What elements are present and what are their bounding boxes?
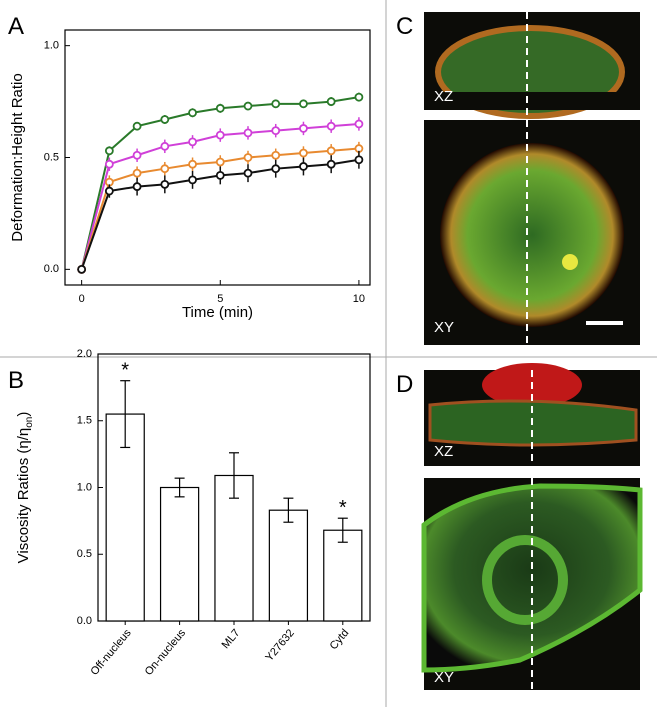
data-point <box>215 170 225 180</box>
y-tick-label: 1.5 <box>77 415 92 427</box>
data-point <box>160 115 170 124</box>
y-axis-label: Deformation:Height Ratio <box>9 73 26 241</box>
y-tick-label: 1.0 <box>77 481 92 493</box>
data-point <box>326 146 336 156</box>
data-point <box>104 146 114 156</box>
data-point <box>104 159 114 169</box>
y-tick-label: 0.0 <box>77 615 92 627</box>
data-point <box>77 264 87 274</box>
y-axis-label-part: on <box>24 417 35 428</box>
panel-label: D <box>396 371 413 398</box>
data-point <box>160 179 170 189</box>
data-point <box>160 141 170 151</box>
y-tick-label: 1.0 <box>44 40 59 52</box>
data-point <box>160 164 170 174</box>
data-point <box>299 124 308 133</box>
x-tick-label: 0 <box>79 293 85 305</box>
micrograph-c-xz: XZ <box>424 12 640 119</box>
data-point <box>132 150 142 160</box>
annotation: * <box>339 497 347 519</box>
x-tick-label: 5 <box>217 293 223 305</box>
y-tick-label: 2.0 <box>77 348 92 360</box>
data-point <box>271 150 281 160</box>
data-point <box>215 130 225 140</box>
data-point <box>104 186 114 196</box>
nucleus <box>482 535 568 625</box>
data-point <box>243 168 253 178</box>
data-point <box>326 159 336 169</box>
data-point <box>299 162 308 171</box>
annotation: * <box>121 360 129 382</box>
data-point <box>354 155 364 165</box>
data-point <box>215 157 225 167</box>
data-point <box>132 121 142 131</box>
data-point <box>215 103 225 113</box>
bar <box>159 486 200 622</box>
micrograph-c-xy: XY <box>424 120 640 345</box>
image-label: XY <box>434 319 454 336</box>
image <box>424 92 640 110</box>
data-point <box>299 148 308 158</box>
panel-label: B <box>8 367 24 394</box>
y-axis-label-part: Viscosity Ratios (η/η <box>15 428 32 564</box>
y-tick-label: 0.5 <box>44 151 59 163</box>
y-axis-label: Viscosity Ratios (η/ηon) <box>15 412 35 564</box>
spot <box>562 254 578 270</box>
data-point <box>271 164 281 174</box>
y-tick-label: 0.0 <box>44 263 59 275</box>
x-tick-label: 10 <box>353 293 365 305</box>
bar <box>268 509 309 622</box>
data-point <box>271 126 281 136</box>
y-tick-label: 0.5 <box>77 548 92 560</box>
data-point <box>354 119 364 129</box>
micrograph-d-xy: XY <box>421 478 643 690</box>
data-point <box>243 153 253 162</box>
bar <box>323 529 363 622</box>
panel-label: A <box>8 13 24 40</box>
data-point <box>188 137 197 147</box>
data-point <box>188 159 197 169</box>
micrograph-d-xz: XZ <box>424 363 640 466</box>
data-point <box>243 128 253 138</box>
y-axis-label-part: ) <box>15 412 32 417</box>
x-axis-label: Time (min) <box>182 304 253 321</box>
image-label: XZ <box>434 88 453 105</box>
data-point <box>326 97 336 106</box>
image-label: XZ <box>434 443 453 460</box>
data-point <box>132 182 142 191</box>
data-point <box>299 99 308 109</box>
bar <box>214 474 254 622</box>
cell <box>440 143 624 327</box>
data-point <box>326 121 336 131</box>
data-point <box>188 108 197 118</box>
data-point <box>188 175 197 185</box>
data-point <box>132 168 142 178</box>
data-point <box>243 101 253 111</box>
image-label: XY <box>434 669 454 686</box>
data-point <box>354 92 364 102</box>
panel-label: C <box>396 13 413 40</box>
data-point <box>271 99 281 109</box>
